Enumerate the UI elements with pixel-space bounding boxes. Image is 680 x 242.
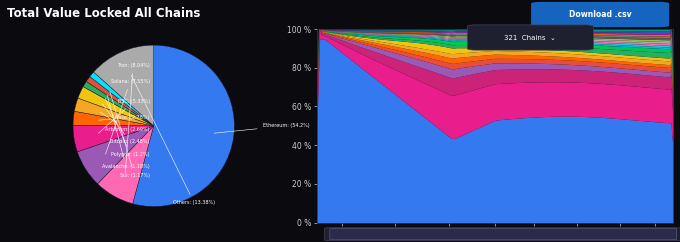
Text: BSC: (5.33%): BSC: (5.33%) (99, 99, 150, 133)
Text: Ethereum: (54.2%): Ethereum: (54.2%) (214, 123, 309, 133)
Text: Total Value Locked All Chains: Total Value Locked All Chains (7, 7, 200, 20)
Text: Avalanche: (1.18%): Avalanche: (1.18%) (102, 95, 150, 169)
FancyBboxPatch shape (330, 228, 677, 240)
Text: Sui: (1.17%): Sui: (1.17%) (110, 91, 150, 178)
Text: Tron: (8.04%): Tron: (8.04%) (117, 63, 150, 174)
Wedge shape (94, 45, 154, 126)
Text: Bitcoin: (2.48%): Bitcoin: (2.48%) (103, 104, 150, 144)
Wedge shape (78, 126, 154, 184)
Wedge shape (133, 45, 235, 206)
Wedge shape (90, 72, 154, 126)
Wedge shape (73, 125, 154, 152)
Text: DeFiLlama: DeFiLlama (473, 129, 531, 139)
FancyBboxPatch shape (531, 2, 669, 27)
FancyBboxPatch shape (467, 25, 594, 50)
Wedge shape (86, 77, 154, 126)
Text: 321  Chains  ⌄: 321 Chains ⌄ (505, 35, 556, 40)
Text: Others: (13.38%): Others: (13.38%) (131, 75, 215, 205)
Wedge shape (73, 111, 154, 126)
Wedge shape (74, 98, 154, 126)
Text: Arbitrum: (2.69%): Arbitrum: (2.69%) (100, 112, 150, 132)
Text: Base: (2.78%): Base: (2.78%) (99, 115, 150, 120)
Wedge shape (98, 126, 154, 204)
Wedge shape (83, 82, 154, 126)
FancyBboxPatch shape (325, 228, 680, 241)
Text: Solana: (7.55%): Solana: (7.55%) (105, 79, 150, 154)
Text: Polygon: (1.2%): Polygon: (1.2%) (105, 98, 150, 157)
Text: Download .csv: Download .csv (568, 10, 632, 19)
Wedge shape (78, 87, 154, 126)
